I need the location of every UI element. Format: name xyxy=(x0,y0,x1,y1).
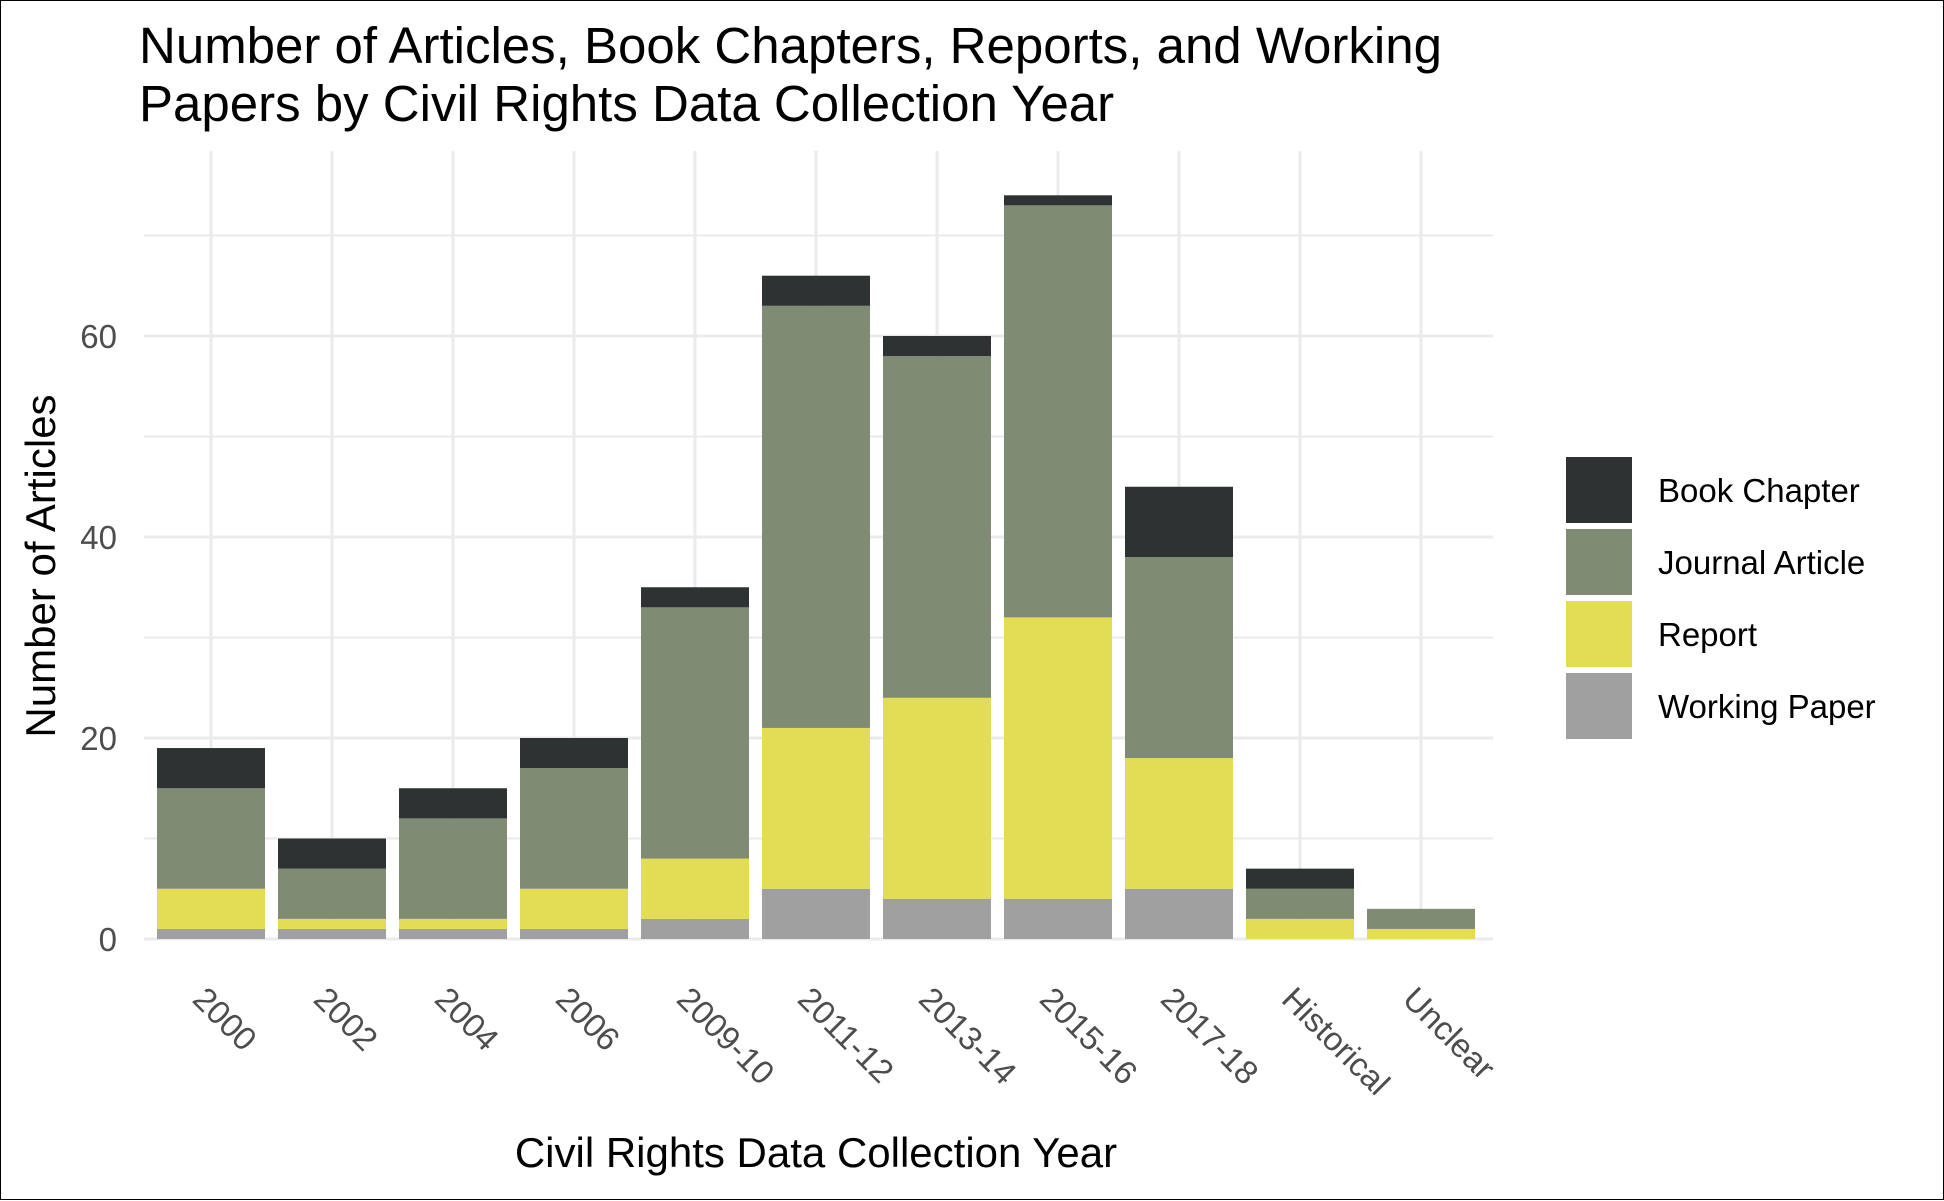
chart-title-line-1: Number of Articles, Book Chapters, Repor… xyxy=(139,17,1442,74)
legend: Book Chapter Journal Article Report Working… xyxy=(1566,457,1876,739)
bar-journal-article-2000 xyxy=(157,788,265,889)
bar-journal-article-historical xyxy=(1246,888,1354,919)
legend-label-working-paper: Working Paper xyxy=(1658,688,1876,725)
x-tick-label: Unclear xyxy=(1396,980,1503,1087)
bar-report-2009-10 xyxy=(641,858,749,919)
bar-book-chapter-2002 xyxy=(278,838,386,869)
bar-book-chapter-2015-16 xyxy=(1004,195,1112,206)
bar-working-paper-2011-12 xyxy=(762,888,870,939)
bar-journal-article-unclear xyxy=(1367,908,1475,929)
legend-label-book-chapter: Book Chapter xyxy=(1658,472,1860,509)
bar-book-chapter-2017-18 xyxy=(1125,486,1233,558)
bar-book-chapter-2013-14 xyxy=(883,336,991,357)
bar-journal-article-2004 xyxy=(399,818,507,919)
y-axis-title: Number of Articles xyxy=(17,394,64,737)
bar-book-chapter-2000 xyxy=(157,748,265,789)
bar-report-2013-14 xyxy=(883,697,991,899)
bar-book-chapter-2009-10 xyxy=(641,587,749,608)
bar-report-2015-16 xyxy=(1004,617,1112,899)
x-tick-label: Historical xyxy=(1275,980,1397,1102)
y-tick-label: 20 xyxy=(80,720,117,757)
bars xyxy=(157,195,1475,939)
legend-swatch-working-paper xyxy=(1566,673,1632,739)
y-axis-ticks: 0 20 40 60 xyxy=(80,318,117,958)
legend-swatch-book-chapter xyxy=(1566,457,1632,523)
bar-report-2004 xyxy=(399,918,507,929)
bar-journal-article-2009-10 xyxy=(641,607,749,859)
legend-swatch-journal-article xyxy=(1566,529,1632,595)
bar-book-chapter-historical xyxy=(1246,868,1354,889)
bar-book-chapter-2006 xyxy=(520,738,628,769)
x-tick-label: 2015-16 xyxy=(1033,980,1145,1092)
bar-journal-article-2002 xyxy=(278,868,386,919)
bar-working-paper-2006 xyxy=(520,928,628,939)
bar-report-unclear xyxy=(1367,928,1475,939)
bar-working-paper-2004 xyxy=(399,928,507,939)
x-tick-label: 2006 xyxy=(549,980,627,1058)
bar-report-2000 xyxy=(157,888,265,929)
x-tick-label: 2009-10 xyxy=(670,980,782,1092)
bar-working-paper-2002 xyxy=(278,928,386,939)
bar-journal-article-2015-16 xyxy=(1004,205,1112,618)
bar-journal-article-2006 xyxy=(520,768,628,889)
x-tick-label: 2002 xyxy=(307,980,385,1058)
bar-working-paper-2015-16 xyxy=(1004,898,1112,939)
bar-report-2006 xyxy=(520,888,628,929)
chart-title-line-2: Papers by Civil Rights Data Collection Y… xyxy=(139,75,1114,132)
x-tick-label: 2004 xyxy=(428,980,506,1058)
legend-swatch-report xyxy=(1566,601,1632,667)
bar-report-historical xyxy=(1246,918,1354,939)
x-tick-label: 2011-12 xyxy=(791,980,901,1090)
bar-report-2017-18 xyxy=(1125,758,1233,889)
x-tick-label: 2017-18 xyxy=(1154,980,1266,1092)
x-tick-label: 2000 xyxy=(186,980,264,1058)
bar-working-paper-2013-14 xyxy=(883,898,991,939)
bar-journal-article-2013-14 xyxy=(883,356,991,698)
chart-title: Number of Articles, Book Chapters, Repor… xyxy=(139,17,1442,132)
bar-journal-article-2017-18 xyxy=(1125,557,1233,759)
x-tick-label: 2013-14 xyxy=(912,980,1024,1092)
bar-working-paper-2017-18 xyxy=(1125,888,1233,939)
legend-label-journal-article: Journal Article xyxy=(1658,544,1865,581)
bar-working-paper-2000 xyxy=(157,928,265,939)
x-axis-ticks: 2000 2002 2004 2006 2009-10 2011-12 2013-14 201… xyxy=(186,980,1503,1102)
bar-report-2011-12 xyxy=(762,727,870,889)
bar-working-paper-2009-10 xyxy=(641,918,749,939)
y-tick-label: 0 xyxy=(99,921,117,958)
x-axis-title: Civil Rights Data Collection Year xyxy=(515,1129,1117,1176)
bar-book-chapter-2004 xyxy=(399,788,507,819)
y-tick-label: 60 xyxy=(80,318,117,355)
bar-journal-article-2011-12 xyxy=(762,305,870,728)
legend-label-report: Report xyxy=(1658,616,1757,653)
bar-report-2002 xyxy=(278,918,386,929)
bar-book-chapter-2011-12 xyxy=(762,275,870,306)
y-tick-label: 40 xyxy=(80,519,117,556)
